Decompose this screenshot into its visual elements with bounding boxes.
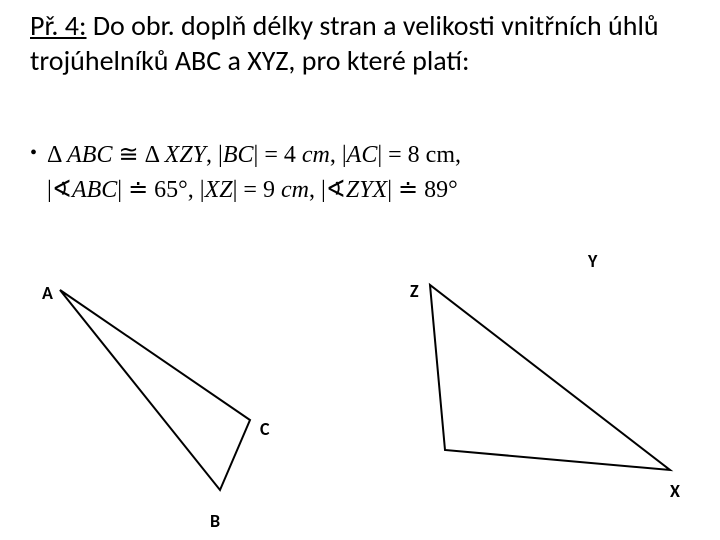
vertex-x-label: X — [670, 480, 680, 502]
triangle-abc-shape — [60, 290, 250, 490]
exercise-title: Př. 4: Do obr. doplň délky stran a velik… — [30, 8, 690, 78]
title-prefix: Př. 4: — [30, 8, 87, 43]
triangle-xyz — [370, 250, 710, 530]
math-expression: Δ ABC ≅ Δ XZY, |BC| = 4 cm, |AC| = 8 cm,… — [47, 138, 461, 208]
vertex-y-label: Y — [588, 250, 597, 272]
triangle-abc-container: A B C — [20, 260, 300, 530]
triangle-abc — [20, 260, 300, 530]
vertex-z-label: Z — [410, 280, 419, 302]
bullet-icon: • — [30, 142, 37, 165]
vertex-b-label: B — [210, 510, 220, 532]
given-conditions: • Δ ABC ≅ Δ XZY, |BC| = 4 cm, |AC| = 8 c… — [30, 138, 700, 208]
diagram-area: A B C Y Z X — [0, 250, 720, 540]
title-rest: Do obr. doplň délky stran a velikosti vn… — [30, 8, 659, 78]
vertex-c-label: C — [260, 418, 270, 440]
triangle-xyz-container: Y Z X — [370, 250, 710, 530]
triangle-xyz-shape — [430, 285, 670, 470]
vertex-a-label: A — [42, 282, 53, 304]
